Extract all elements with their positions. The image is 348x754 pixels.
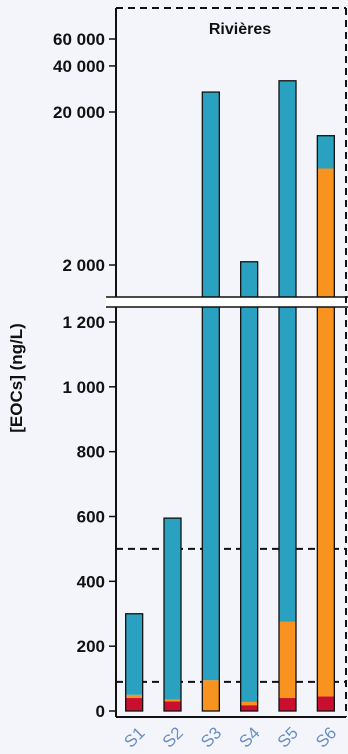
bar-segment xyxy=(240,701,258,706)
bar-segment xyxy=(279,80,296,622)
reference-lines xyxy=(116,547,346,683)
bar-segment xyxy=(125,613,143,695)
y-tick-label: 200 xyxy=(77,637,105,656)
bar-segment xyxy=(317,135,335,169)
bar-segment xyxy=(202,92,220,681)
y-tick-label: 400 xyxy=(77,572,105,591)
bar-segment xyxy=(317,696,335,711)
bar-segment xyxy=(317,168,335,697)
bar-segment xyxy=(279,698,296,711)
bar-segment xyxy=(164,699,181,702)
chart-title: Rivières xyxy=(209,21,271,38)
y-ticks: 0 200 400 600 800 1 000 1 200 2 000 20 000 40 000… xyxy=(53,30,116,721)
bar-segment xyxy=(279,621,296,699)
bar-outline xyxy=(125,613,144,712)
y-tick-label: 0 xyxy=(96,702,105,721)
y-tick-label: 600 xyxy=(77,508,105,527)
y-tick-label: 60 000 xyxy=(53,30,105,49)
bar-segment xyxy=(202,680,220,711)
bar-outline xyxy=(278,80,297,712)
y-tick-label: 1 000 xyxy=(62,378,105,397)
bar-outline xyxy=(240,261,259,712)
y-tick-label: 800 xyxy=(77,443,105,462)
axis-break-band xyxy=(106,297,348,307)
y-axis-label: [EOCs] (ng/L) xyxy=(7,323,26,433)
bar-segment xyxy=(240,705,258,711)
bar-segment xyxy=(240,261,258,702)
bar-segment xyxy=(164,701,181,711)
axis-break xyxy=(106,296,348,308)
y-tick-label: 1 200 xyxy=(62,313,105,332)
bar-outline xyxy=(163,517,182,712)
bar-outline xyxy=(316,135,335,712)
bar-segment xyxy=(164,518,181,700)
bar-segment xyxy=(125,694,143,699)
y-tick-label: 40 000 xyxy=(53,57,105,76)
y-tick-label: 2 000 xyxy=(62,256,105,275)
y-tick-label: 20 000 xyxy=(53,103,105,122)
bar-outline xyxy=(201,91,220,712)
bar-segment xyxy=(125,698,143,711)
